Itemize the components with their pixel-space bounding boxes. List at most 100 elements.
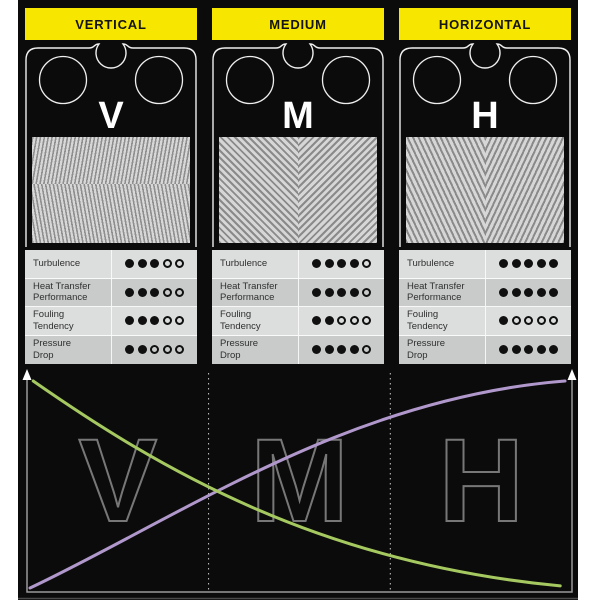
rating-dot-empty xyxy=(175,259,184,269)
rating-dot-filled xyxy=(324,345,334,355)
rating-dot-empty xyxy=(362,287,371,297)
rating-dot-filled xyxy=(536,345,546,355)
rating-label: Heat Transfer Performance xyxy=(399,279,485,307)
chevron-pattern xyxy=(406,137,564,243)
chevron-band-a xyxy=(32,137,190,184)
rating-dot-filled xyxy=(524,345,533,355)
rating-dots xyxy=(298,278,384,306)
pattern-column: MEDIUM M Turbulence Heat Transfer Performa… xyxy=(212,8,384,364)
rating-dot-empty xyxy=(150,345,159,355)
rating-dot-filled xyxy=(150,316,159,326)
plate-illustration: V xyxy=(25,43,197,247)
rating-row: Turbulence xyxy=(399,250,571,279)
pattern-column: VERTICAL V Turbulence Heat Transfer Perfor… xyxy=(25,8,197,364)
column-header-label: MEDIUM xyxy=(269,16,327,32)
rating-dot-empty xyxy=(511,316,521,326)
rating-dots xyxy=(111,278,197,306)
rating-dots xyxy=(298,335,384,364)
rating-dot-filled xyxy=(312,287,321,297)
rating-label: Pressure Drop xyxy=(399,336,485,365)
rating-row: Heat Transfer Performance xyxy=(399,278,571,307)
chevron-band-b xyxy=(32,183,190,243)
rating-dot-filled xyxy=(549,259,558,269)
rating-dots xyxy=(298,250,384,278)
rating-dot-filled xyxy=(536,259,546,269)
rating-label-line: Tendency xyxy=(407,320,448,332)
chart-zone-letter: H xyxy=(439,415,524,547)
ratings-table: Turbulence Heat Transfer Performance Foulin… xyxy=(25,250,197,364)
rating-dot-empty xyxy=(362,345,371,355)
plate-outline xyxy=(212,43,384,247)
rating-dots xyxy=(485,335,571,364)
rating-dot-filled xyxy=(312,345,321,355)
rating-label-line: Pressure xyxy=(33,338,72,350)
rating-label: Turbulence xyxy=(212,250,298,278)
rating-dot-empty xyxy=(536,316,546,326)
up-arrow-right-icon xyxy=(567,369,577,380)
ratings-table: Turbulence Heat Transfer Performance Foulin… xyxy=(212,250,384,364)
rating-dot-filled xyxy=(125,316,134,326)
rating-label-line: Turbulence xyxy=(407,258,455,270)
plate-illustration: H xyxy=(399,43,571,247)
rating-dot-filled xyxy=(324,287,334,297)
rating-dot-empty xyxy=(162,345,172,355)
infographic-panel: VERTICAL V Turbulence Heat Transfer Perfor… xyxy=(18,0,578,600)
rating-row: Turbulence xyxy=(212,250,384,279)
plate-letter: H xyxy=(471,95,498,137)
chevron-pattern xyxy=(32,137,190,243)
rating-label-line: Performance xyxy=(407,292,462,304)
rating-label: Heat Transfer Performance xyxy=(212,279,298,307)
rating-dots xyxy=(485,307,571,335)
plate-letter: M xyxy=(282,95,314,137)
rating-dot-filled xyxy=(499,287,508,297)
plate-letter: V xyxy=(98,95,124,137)
rating-dot-filled xyxy=(549,345,558,355)
column-header-label: VERTICAL xyxy=(75,16,147,32)
rating-dot-filled xyxy=(324,259,334,269)
chevron-band-a xyxy=(219,137,298,243)
rating-dot-filled xyxy=(349,259,359,269)
rating-row: Fouling Tendency xyxy=(25,307,197,336)
rating-dot-filled xyxy=(137,259,147,269)
rating-label: Pressure Drop xyxy=(212,336,298,365)
rating-dot-empty xyxy=(524,316,533,326)
rating-label-line: Heat Transfer xyxy=(33,280,91,292)
rating-dots xyxy=(485,278,571,306)
rating-dots xyxy=(111,307,197,335)
rating-dot-filled xyxy=(524,287,533,297)
rating-dot-filled xyxy=(499,316,508,326)
rating-row: Heat Transfer Performance xyxy=(25,278,197,307)
rating-label: Heat Transfer Performance xyxy=(25,279,111,307)
rating-label: Fouling Tendency xyxy=(25,307,111,335)
rating-dot-empty xyxy=(162,316,172,326)
rating-label-line: Pressure xyxy=(407,338,446,350)
rating-row: Pressure Drop xyxy=(399,335,571,365)
plate-outline xyxy=(25,43,197,247)
rating-label-line: Turbulence xyxy=(33,258,81,270)
rating-label-line: Tendency xyxy=(220,320,261,332)
rating-label: Pressure Drop xyxy=(25,336,111,365)
rating-dot-filled xyxy=(337,287,346,297)
rating-dot-filled xyxy=(337,259,346,269)
rating-dot-empty xyxy=(175,287,184,297)
column-header: HORIZONTAL xyxy=(399,8,571,40)
rating-dot-filled xyxy=(312,316,321,326)
rating-label: Turbulence xyxy=(399,250,485,278)
rating-dot-filled xyxy=(511,259,521,269)
port-circle-left xyxy=(225,55,275,105)
rating-dot-empty xyxy=(349,316,359,326)
column-header: VERTICAL xyxy=(25,8,197,40)
rating-label-line: Performance xyxy=(220,292,275,304)
rating-label-line: Heat Transfer xyxy=(407,280,465,292)
rating-label: Turbulence xyxy=(25,250,111,278)
rating-row: Fouling Tendency xyxy=(212,307,384,336)
rating-dot-filled xyxy=(137,287,147,297)
rating-label: Fouling Tendency xyxy=(212,307,298,335)
rating-label-line: Turbulence xyxy=(220,258,268,270)
rating-dot-filled xyxy=(137,316,147,326)
rating-dot-filled xyxy=(536,287,546,297)
rating-label-line: Heat Transfer xyxy=(220,280,278,292)
pattern-columns: VERTICAL V Turbulence Heat Transfer Perfor… xyxy=(25,8,571,364)
